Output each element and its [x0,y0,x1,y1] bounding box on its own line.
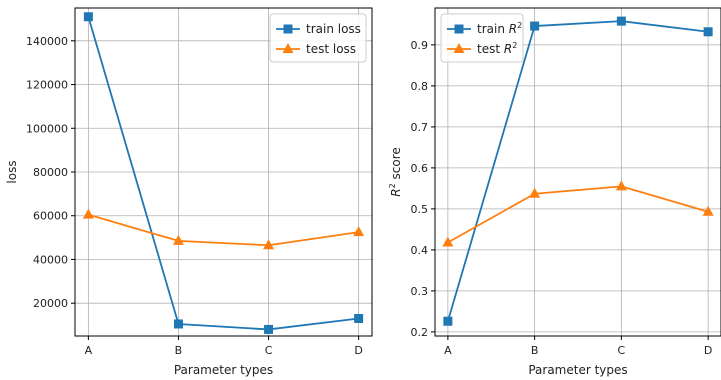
legend-label: test loss [306,42,356,56]
y-tick-label: 0.8 [411,80,429,93]
data-point [264,325,273,334]
series-line [88,17,358,330]
y-tick-label: 40000 [33,253,68,266]
legend-label: test R2 [477,41,517,56]
x-tick-label: C [618,344,626,357]
data-point [443,317,452,326]
y-tick-label: 0.3 [411,285,429,298]
y-tick-label: 0.7 [411,121,429,134]
data-point [354,314,363,323]
data-point [84,12,93,21]
legend: train loss test loss [270,14,366,62]
y-tick-label: 0.4 [411,244,429,257]
y-tick-label: 100000 [26,122,68,135]
legend-label: train R2 [477,21,522,36]
y-axis-label: loss [5,160,19,183]
data-point [353,226,364,236]
y-tick-label: 60000 [33,210,68,223]
y-tick-label: 20000 [33,297,68,310]
data-point [704,27,713,36]
x-tick-label: C [265,344,273,357]
y-tick-label: 80000 [33,166,68,179]
x-axis-label: Parameter types [528,363,627,377]
series-line [448,21,708,321]
x-tick-label: A [85,344,93,357]
series-line [448,186,708,242]
r2-chart-panel: A B C D 0.2 0.3 0.4 0.5 0.6 0.7 0.8 0.9 Parameter ty… [388,8,721,377]
data-point [617,17,626,26]
data-point [442,237,453,247]
series-line [88,215,358,246]
legend: train R2 test R2 [441,14,523,62]
legend-label: train loss [306,22,361,36]
x-tick-label: D [354,344,362,357]
y-tick-label: 0.2 [411,326,429,339]
legend-marker [284,25,293,34]
y-axis-label: R2 score [388,147,403,197]
data-point [174,319,183,328]
loss-chart-panel: A B C D 20000 40000 60000 80000 100000 120000 1400… [5,8,372,377]
data-point [530,22,539,31]
data-point [616,180,627,190]
x-tick-label: B [175,344,183,357]
x-tick-label: B [531,344,539,357]
y-tick-label: 0.6 [411,162,429,175]
y-tick-label: 120000 [26,79,68,92]
y-tick-label: 0.9 [411,39,429,52]
x-tick-label: A [444,344,452,357]
x-tick-label: D [704,344,712,357]
data-point [83,209,94,219]
legend-marker [455,25,464,34]
y-tick-label: 0.5 [411,203,429,216]
y-tick-label: 140000 [26,35,68,48]
x-axis-label: Parameter types [174,363,273,377]
